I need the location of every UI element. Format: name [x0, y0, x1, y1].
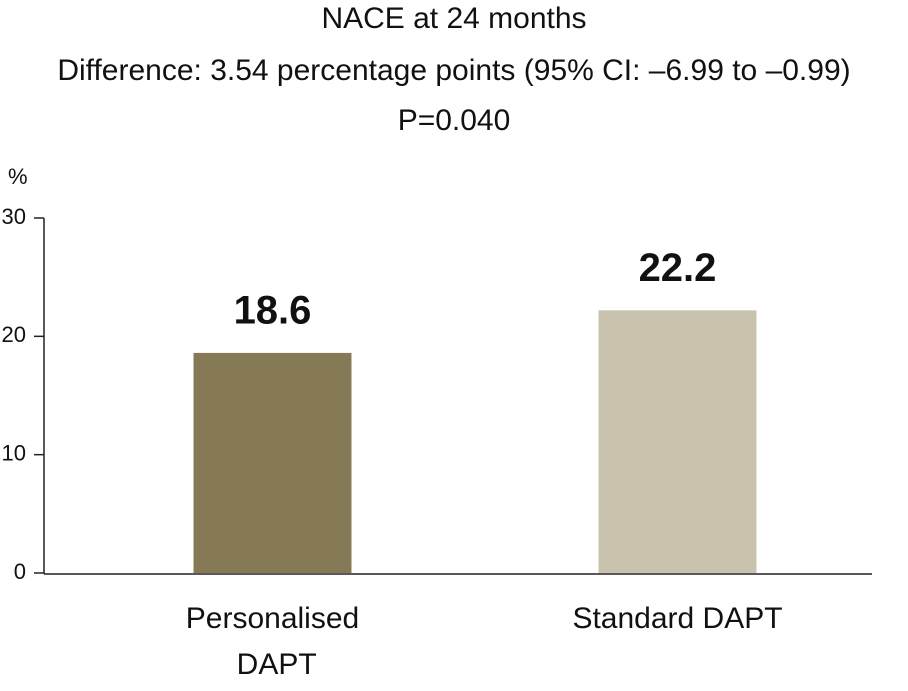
- y-tick-label: 0: [14, 559, 26, 584]
- value-label: 18.6: [234, 288, 312, 332]
- y-axis-label: %: [8, 164, 28, 189]
- chart-subtitle: Difference: 3.54 percentage points (95% …: [57, 54, 850, 87]
- bar: [193, 352, 352, 573]
- y-tick-label: 30: [2, 204, 26, 229]
- chart-title: NACE at 24 months: [321, 2, 586, 35]
- chart-subtitle: P=0.040: [398, 104, 511, 137]
- x-tick-label: Standard DAPT: [572, 602, 782, 635]
- y-tick-label: 10: [2, 440, 26, 465]
- value-label: 22.2: [639, 246, 717, 290]
- bar: [598, 310, 757, 573]
- y-tick-label: 20: [2, 322, 26, 347]
- x-tick-label: Personalised DAPT: [186, 602, 359, 681]
